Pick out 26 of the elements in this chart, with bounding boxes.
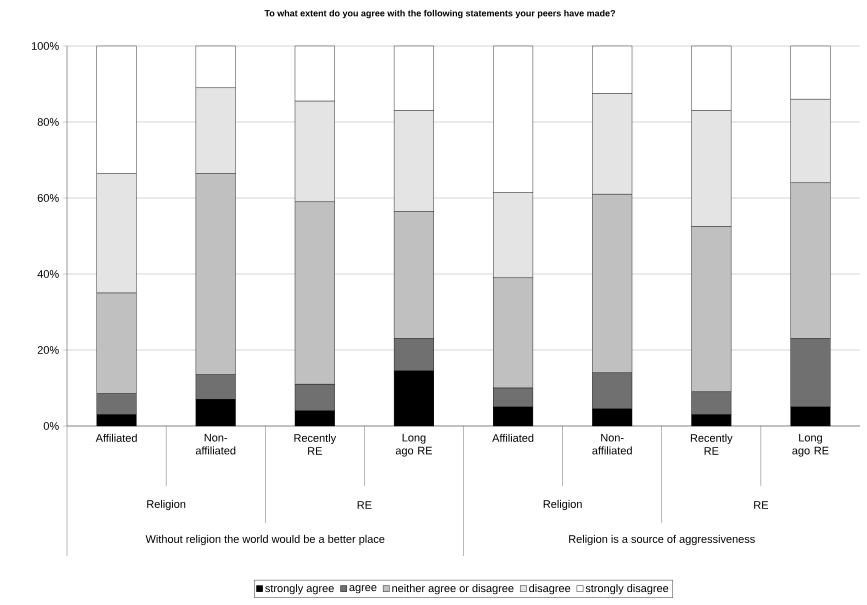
text: Religion	[147, 500, 186, 510]
y-tick-label: 0%	[44, 422, 59, 430]
y-tick-label: 60%	[38, 194, 59, 202]
y-tick-label: 100%	[32, 42, 59, 50]
x-tick-label: Recently RE	[690, 434, 733, 455]
x-tick-label: Long ago RE	[792, 434, 829, 457]
text: RE	[754, 501, 768, 509]
x-tick-label: Long ago RE	[396, 434, 432, 457]
x-tick-label: Recently RE	[294, 434, 336, 455]
y-tick-label: 80%	[38, 118, 59, 126]
text: Religion	[544, 500, 582, 510]
legend-label: neither agree or disagree	[392, 584, 514, 594]
text: Without religion the world would be a better place	[146, 534, 384, 546]
legend-label: strongly disagree	[586, 584, 668, 594]
legend-label: agree	[349, 585, 376, 594]
text: RE	[358, 501, 372, 509]
x-tick-label: Non-affiliated	[196, 434, 236, 454]
x-tick-label: Affiliated	[492, 434, 534, 442]
x-tick-label: Non-affiliated	[592, 434, 632, 454]
y-tick-label: 20%	[38, 346, 59, 354]
legend-label: disagree	[529, 584, 570, 594]
text: Religion is a source of aggressiveness	[569, 534, 755, 546]
x-tick-label: Affiliated	[96, 434, 137, 442]
y-tick-label: 40%	[37, 270, 59, 278]
chart-title: To what extent do you agree with the following statements your peers have made?	[264, 10, 616, 18]
legend-label: strongly agree	[265, 584, 334, 594]
